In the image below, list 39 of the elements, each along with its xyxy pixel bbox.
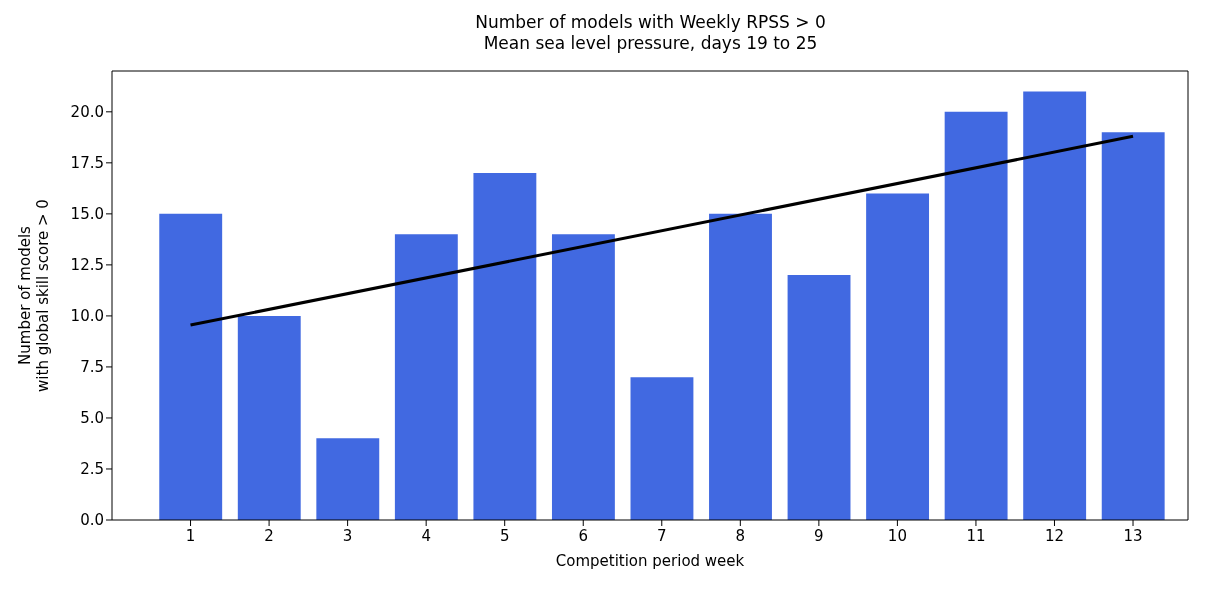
y-tick-label: 17.5 bbox=[70, 154, 104, 173]
bar bbox=[159, 213, 223, 520]
bar bbox=[394, 234, 458, 520]
chart-title: Number of models with Weekly RPSS > 0 bbox=[474, 12, 827, 33]
bar bbox=[866, 193, 930, 520]
bar bbox=[551, 234, 615, 520]
bar bbox=[1023, 91, 1087, 520]
y-tick-label: 2.5 bbox=[80, 460, 104, 479]
x-tick-label: 11 bbox=[966, 526, 986, 545]
x-tick-label: 7 bbox=[657, 526, 667, 545]
bar bbox=[709, 213, 772, 520]
y-axis-title: Number of models with global skill score > 0 bbox=[16, 199, 52, 392]
bar bbox=[944, 111, 1008, 520]
bar bbox=[316, 438, 380, 520]
bar bbox=[237, 315, 301, 520]
chart-subtitle: Mean sea level pressure, days 19 to 25 bbox=[482, 33, 819, 54]
y-tick-label: 5.0 bbox=[80, 409, 104, 428]
y-tick-label: 7.5 bbox=[80, 358, 104, 377]
x-tick-label: 13 bbox=[1123, 526, 1143, 545]
bar bbox=[473, 173, 537, 520]
x-tick-label: 9 bbox=[814, 526, 824, 545]
bar bbox=[1101, 132, 1165, 520]
x-tick-label: 6 bbox=[578, 526, 589, 545]
x-tick-label: 3 bbox=[342, 526, 353, 545]
y-tick-label: 10.0 bbox=[70, 307, 104, 326]
y-tick-label: 15.0 bbox=[70, 205, 104, 224]
y-tick-label: 12.5 bbox=[70, 256, 104, 275]
y-tick-label: 20.0 bbox=[70, 103, 104, 122]
x-tick-label: 4 bbox=[421, 526, 431, 545]
x-tick-label: 8 bbox=[735, 526, 746, 545]
x-axis-title: Competition period week bbox=[555, 552, 745, 570]
x-tick-label: 10 bbox=[887, 526, 907, 545]
x-tick-label: 5 bbox=[499, 526, 510, 545]
bar bbox=[630, 377, 694, 520]
y-tick-label: 0.0 bbox=[80, 511, 104, 530]
x-tick-label: 12 bbox=[1044, 526, 1065, 545]
x-tick-label: 1 bbox=[185, 526, 196, 545]
bar bbox=[787, 275, 851, 520]
x-tick-label: 2 bbox=[264, 526, 274, 545]
